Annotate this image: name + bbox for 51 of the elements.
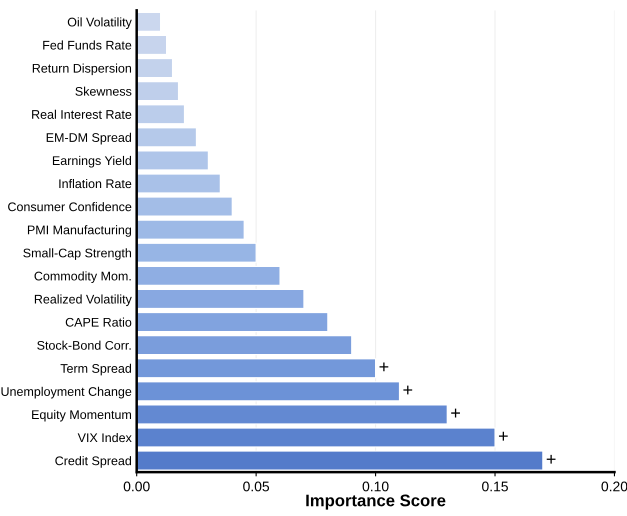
x-tick-label: 0.20	[601, 482, 627, 492]
y-tick-label: Real Interest Rate	[32, 110, 132, 119]
y-tick-label: Commodity Mom.	[34, 271, 131, 283]
x-tick-label: 0.05	[243, 482, 270, 492]
y-tick-label: Equity Momentum	[32, 410, 132, 422]
annotation: +	[546, 454, 556, 464]
y-tick-label: Stock-Bond Corr.	[37, 340, 131, 350]
bar	[136, 173, 221, 194]
bar	[136, 196, 233, 217]
y-tick-label: Inflation Rate	[59, 178, 132, 188]
annotation: +	[403, 386, 412, 394]
bar	[136, 312, 328, 332]
y-tick-label: Unemployment Change	[1, 386, 132, 398]
x-axis-title: Importance Score	[306, 494, 446, 510]
y-tick-label: Credit Spread	[55, 456, 132, 468]
y-tick-label: Skewness	[75, 86, 132, 96]
y-tick-label: Small-Cap Strength	[23, 248, 132, 260]
bar	[136, 58, 174, 78]
annotation: +	[498, 432, 508, 441]
x-tick-label: 0.00	[124, 482, 150, 492]
y-tick-label: Realized Volatility	[34, 294, 132, 306]
x-tick-label: 0.15	[482, 482, 508, 492]
y-tick-label: EM-DM Spread	[46, 132, 132, 144]
y-tick-label: Consumer Confidence	[8, 202, 132, 212]
bar	[136, 127, 197, 148]
bar	[136, 450, 544, 471]
bar	[136, 335, 352, 356]
y-tick-label: CAPE Ratio	[66, 318, 132, 327]
bar	[136, 381, 400, 402]
bar	[136, 427, 496, 448]
bar	[136, 220, 245, 240]
bar	[136, 404, 448, 424]
bar	[136, 358, 376, 378]
y-tick-label: Term Spread	[60, 364, 132, 376]
bar	[136, 242, 257, 263]
bar	[136, 266, 281, 286]
y-tick-label: PMI Manufacturing	[28, 225, 132, 237]
bar	[136, 81, 180, 102]
y-tick-label: Fed Funds Rate	[43, 40, 132, 50]
y-tick-label: VIX Index	[78, 432, 132, 442]
y-tick-label: Earnings Yield	[52, 156, 132, 168]
y-tick-label: Return Dispersion	[32, 64, 132, 76]
bar	[136, 150, 209, 170]
bar	[136, 12, 162, 32]
bar	[136, 288, 304, 309]
y-tick-label: Oil Volatility	[68, 17, 132, 29]
bar	[136, 104, 186, 124]
annotation: +	[451, 408, 460, 418]
bar	[136, 34, 168, 55]
annotation: +	[380, 362, 388, 372]
x-tick-label: 0.10	[362, 482, 389, 492]
